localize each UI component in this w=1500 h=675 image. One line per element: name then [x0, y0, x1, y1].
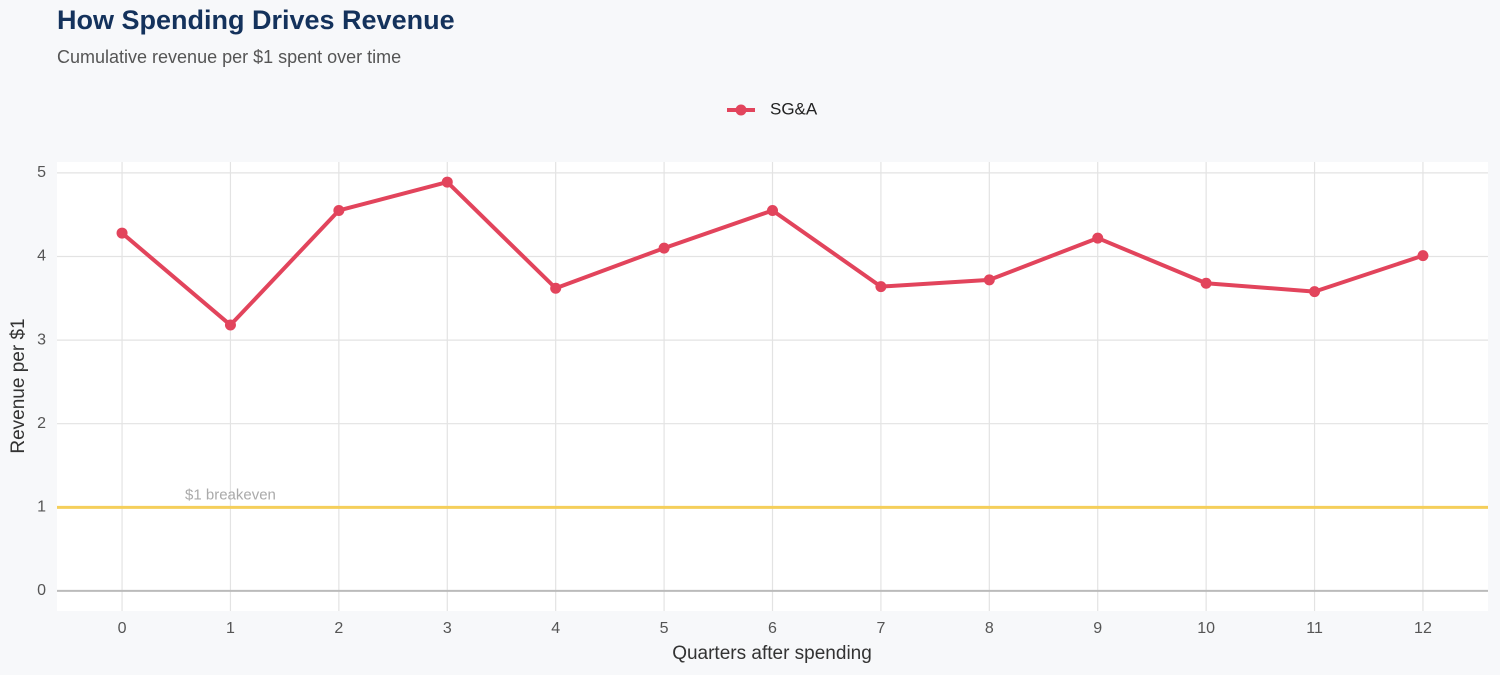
data-point	[1200, 277, 1212, 289]
y-tick-label: 5	[37, 164, 46, 181]
chart-subtitle: Cumulative revenue per $1 spent over tim…	[57, 47, 401, 67]
y-tick-label: 2	[37, 415, 46, 432]
reference-label: $1 breakeven	[185, 486, 276, 503]
y-axis-label: Revenue per $1	[8, 318, 29, 453]
data-point	[983, 274, 995, 286]
data-point	[767, 204, 778, 216]
x-tick-label: 7	[876, 620, 885, 637]
data-point	[550, 282, 562, 294]
x-tick-label: 10	[1197, 620, 1215, 637]
chart-title: How Spending Drives Revenue	[57, 5, 455, 35]
legend-marker	[735, 104, 747, 116]
x-tick-label: 1	[226, 620, 235, 637]
data-point	[658, 242, 670, 254]
x-tick-label: 6	[768, 620, 777, 637]
data-point	[1417, 250, 1429, 262]
data-point	[116, 227, 128, 239]
data-point	[875, 281, 887, 293]
x-tick-label: 11	[1306, 620, 1323, 637]
y-tick-label: 3	[37, 331, 46, 348]
y-tick-label: 1	[37, 499, 46, 516]
x-axis-label: Quarters after spending	[672, 643, 872, 664]
y-tick-label: 4	[37, 248, 46, 265]
x-tick-label: 2	[334, 620, 343, 637]
y-tick-label: 0	[37, 582, 46, 599]
x-tick-label: 8	[985, 620, 994, 637]
x-tick-label: 5	[660, 620, 669, 637]
x-tick-label: 0	[118, 620, 127, 637]
data-point	[333, 204, 345, 216]
data-point	[224, 319, 236, 331]
data-point	[1309, 286, 1321, 298]
x-tick-label: 3	[443, 620, 452, 637]
x-tick-label: 9	[1093, 620, 1102, 637]
legend-label: SG&A	[770, 99, 818, 118]
data-point	[441, 176, 453, 188]
data-point	[1092, 232, 1104, 244]
x-tick-label: 12	[1414, 620, 1432, 637]
x-tick-label: 4	[551, 620, 560, 637]
